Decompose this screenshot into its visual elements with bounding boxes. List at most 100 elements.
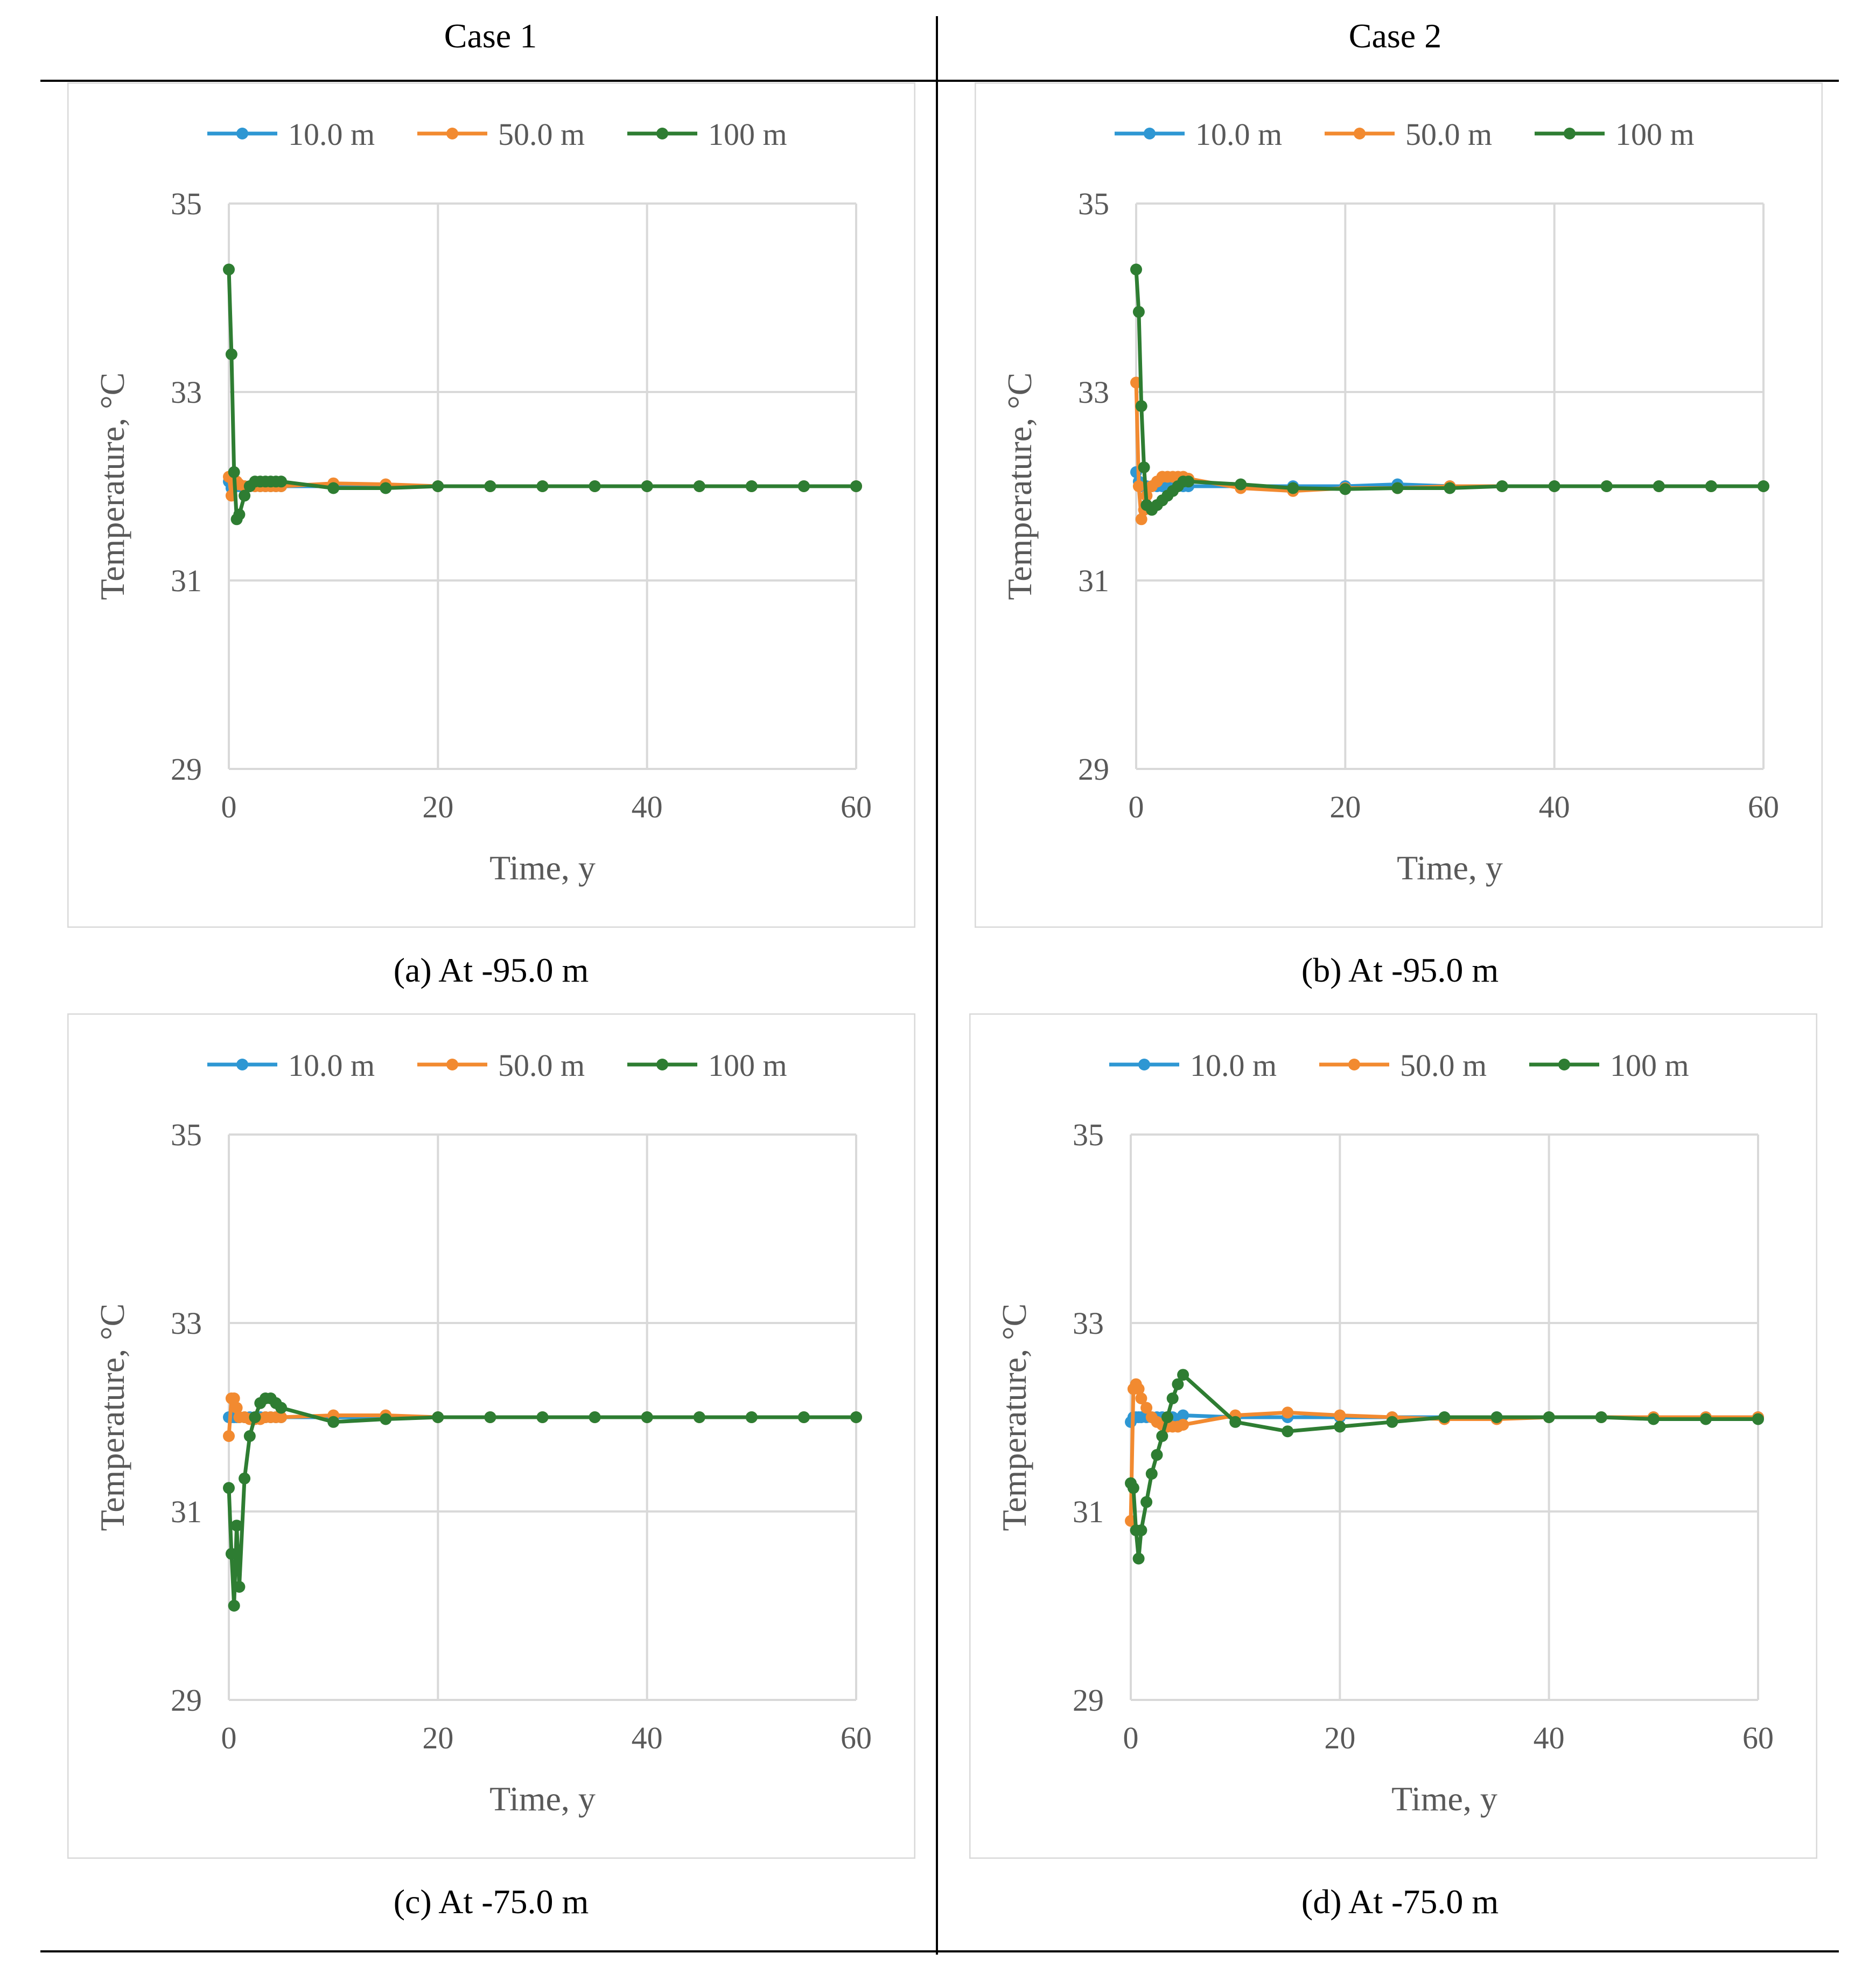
chart-frame: [969, 1013, 1817, 1859]
x-tick-label: 40: [1534, 1720, 1565, 1755]
data-point-2: [1135, 400, 1147, 412]
data-point-2: [225, 1548, 237, 1560]
data-point-2: [589, 1411, 601, 1423]
data-point-1: [1177, 1419, 1189, 1431]
x-tick-label: 0: [221, 1720, 237, 1755]
data-point-1: [223, 1430, 235, 1442]
data-point-2: [536, 480, 549, 492]
data-point-2: [484, 480, 496, 492]
data-point-2: [1132, 306, 1145, 318]
chart-frame: [67, 82, 915, 928]
y-tick-label: 33: [171, 1306, 202, 1341]
data-point-2: [1705, 480, 1717, 492]
legend-marker-2: [1564, 128, 1576, 139]
data-point-2: [641, 480, 653, 492]
data-point-2: [275, 1402, 288, 1414]
data-point-2: [239, 489, 251, 502]
legend-marker-1: [446, 128, 458, 139]
x-tick-label: 0: [1129, 789, 1144, 824]
data-point-2: [1647, 1413, 1660, 1425]
caption-a: (a) At -95.0 m: [393, 951, 589, 989]
caption-d: (d) At -75.0 m: [1301, 1882, 1499, 1921]
data-point-2: [1490, 1411, 1503, 1423]
data-point-0: [1177, 1409, 1189, 1422]
column-header-case-2: Case 2: [1348, 17, 1442, 55]
data-point-2: [797, 1411, 810, 1423]
legend-label-2: 100 m: [1615, 117, 1695, 152]
chart-frame: [975, 82, 1823, 928]
data-point-2: [233, 1581, 246, 1593]
chart-a: 29 31 33 35 0 20 40 60 Time, y Temperature, °C 10.…: [67, 82, 915, 928]
y-axis-title: Temperature, °C: [1000, 373, 1039, 600]
data-point-2: [1229, 1416, 1242, 1428]
legend-label-2: 100 m: [1610, 1048, 1689, 1083]
bottom-rule: [40, 1950, 1839, 1952]
legend-marker-0: [236, 1059, 248, 1070]
data-point-2: [249, 1411, 261, 1423]
data-point-2: [432, 480, 444, 492]
y-tick-label: 31: [1078, 563, 1109, 598]
data-point-2: [850, 1411, 862, 1423]
legend-label-0: 10.0 m: [288, 1048, 375, 1083]
data-point-2: [1438, 1411, 1451, 1423]
x-tick-label: 20: [1329, 789, 1361, 824]
data-point-2: [745, 1411, 758, 1423]
legend-label-0: 10.0 m: [1190, 1048, 1277, 1083]
x-tick-label: 60: [1742, 1720, 1774, 1755]
x-tick-label: 60: [841, 789, 872, 824]
data-point-2: [536, 1411, 549, 1423]
x-axis-title: Time, y: [1397, 849, 1503, 887]
data-point-2: [1758, 480, 1769, 492]
data-point-1: [1132, 1383, 1145, 1395]
caption-c: (c) At -75.0 m: [393, 1882, 589, 1921]
y-axis-title: Temperature, °C: [995, 1304, 1033, 1531]
y-tick-label: 29: [171, 752, 202, 787]
data-point-2: [484, 1411, 496, 1423]
x-tick-label: 0: [221, 789, 237, 824]
data-point-2: [1127, 1482, 1139, 1494]
legend-marker-1: [446, 1059, 458, 1070]
legend-label-0: 10.0 m: [288, 117, 375, 152]
data-point-2: [693, 480, 705, 492]
y-tick-label: 31: [171, 1494, 202, 1529]
data-point-2: [225, 348, 237, 360]
data-point-2: [1177, 1369, 1189, 1381]
legend-label-2: 100 m: [708, 117, 787, 152]
data-point-1: [228, 1392, 240, 1404]
legend-marker-1: [1348, 1059, 1360, 1070]
data-point-2: [1600, 480, 1613, 492]
data-point-2: [589, 480, 601, 492]
y-tick-label: 35: [1073, 1117, 1104, 1152]
x-tick-label: 60: [841, 1720, 872, 1755]
y-tick-label: 35: [171, 186, 202, 221]
data-point-2: [1386, 1416, 1398, 1428]
data-point-2: [1752, 1413, 1764, 1425]
legend-label-1: 50.0 m: [498, 1048, 585, 1083]
data-point-1: [1282, 1406, 1294, 1419]
data-point-2: [1391, 482, 1404, 494]
data-point-2: [380, 1413, 392, 1425]
legend-marker-0: [236, 128, 248, 139]
data-point-2: [797, 480, 810, 492]
y-axis-title: Temperature, °C: [93, 373, 131, 600]
data-point-2: [1156, 1430, 1168, 1442]
data-point-1: [1135, 1392, 1147, 1404]
data-point-2: [327, 1416, 340, 1428]
data-point-2: [850, 480, 862, 492]
caption-b: (b) At -95.0 m: [1301, 951, 1499, 989]
data-point-2: [1287, 482, 1299, 494]
x-axis-title: Time, y: [489, 1780, 596, 1818]
data-point-2: [380, 482, 392, 494]
y-tick-label: 33: [171, 375, 202, 410]
y-tick-label: 33: [1073, 1306, 1104, 1341]
y-tick-label: 29: [1073, 1683, 1104, 1718]
legend-label-1: 50.0 m: [498, 117, 585, 152]
x-tick-label: 40: [632, 1720, 663, 1755]
data-point-2: [1166, 1392, 1179, 1404]
chart-c: 29 31 33 35 0 20 40 60 Time, y Temperature, °C 10.…: [67, 1013, 915, 1859]
top-rule: [40, 80, 1839, 82]
data-point-2: [239, 1472, 251, 1485]
data-point-2: [1135, 1524, 1147, 1536]
x-tick-label: 40: [1539, 789, 1570, 824]
data-point-2: [1182, 475, 1195, 488]
